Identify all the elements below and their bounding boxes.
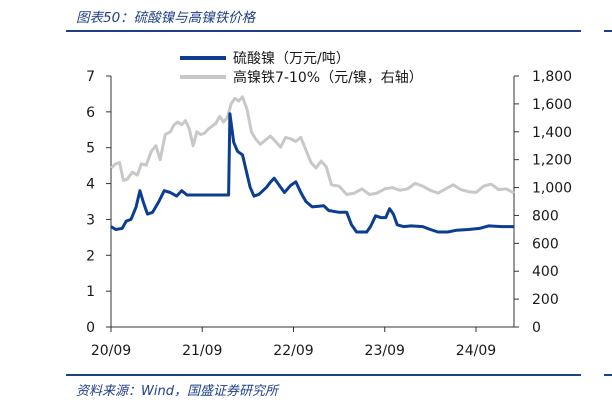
y-left-tick-label: 5 — [86, 141, 95, 157]
y-right-tick-label: 800 — [532, 208, 559, 224]
y-left-tick-label: 1 — [86, 284, 95, 300]
x-tick-label: 21/09 — [182, 343, 222, 359]
y-right-tick-label: 600 — [532, 236, 559, 252]
bottom-rule — [66, 374, 581, 376]
top-rule — [66, 30, 581, 32]
x-tick-label: 20/09 — [91, 343, 131, 359]
legend-label: 高镍铁7-10%（元/镍，右轴） — [233, 69, 423, 86]
bottom-rule-tick — [604, 374, 612, 376]
y-right-tick-label: 1,000 — [532, 181, 572, 197]
x-tick-label: 24/09 — [456, 343, 496, 359]
y-right-tick-label: 1,800 — [532, 69, 572, 85]
y-right-tick-label: 200 — [532, 292, 559, 308]
y-left-tick-label: 2 — [86, 248, 95, 264]
y-left-tick-label: 3 — [86, 212, 95, 228]
y-left-tick-label: 6 — [86, 105, 95, 121]
legend-label: 硫酸镍（万元/吨） — [233, 51, 350, 67]
y-right-tick-label: 1,200 — [532, 153, 572, 169]
series-line-nickel-pig-iron — [110, 95, 515, 196]
x-tick-label: 23/09 — [365, 343, 405, 359]
y-left-tick-label: 0 — [86, 320, 95, 336]
y-right-tick-label: 1,600 — [532, 97, 572, 113]
y-left-tick-label: 4 — [86, 177, 95, 193]
figure-title: 图表50：硫酸镍与高镍铁价格 — [76, 10, 256, 26]
source-note: 资料来源：Wind，国盛证券研究所 — [76, 384, 278, 399]
y-left-tick-label: 7 — [86, 69, 95, 85]
y-right-tick-label: 0 — [532, 320, 541, 336]
top-rule-tick — [604, 30, 612, 32]
x-tick-label: 22/09 — [273, 343, 313, 359]
y-right-tick-label: 400 — [532, 264, 559, 280]
series-line-nickel-sulfate — [110, 112, 514, 234]
chart-legend: 硫酸镍（万元/吨） 高镍铁7-10%（元/镍，右轴） — [180, 51, 423, 86]
y-right-tick-label: 1,400 — [532, 125, 572, 141]
chart-axes: 0 1 2 3 4 5 6 7 0 200 400 600 800 1,000 1,200 1,400 1,60… — [86, 69, 572, 359]
series-layer — [110, 95, 515, 234]
